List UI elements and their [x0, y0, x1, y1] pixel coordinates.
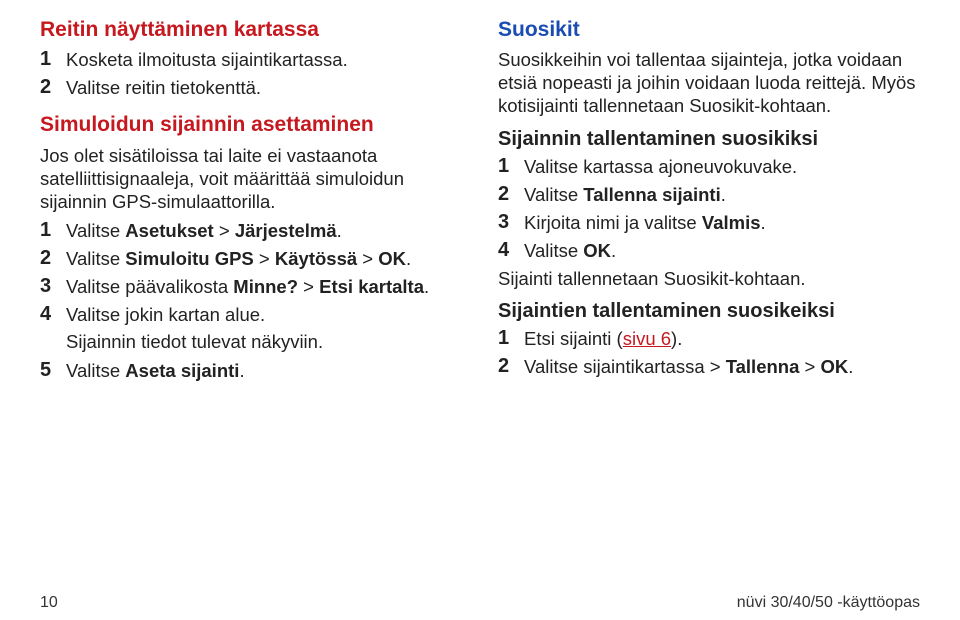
step-item: 3 Valitse päävalikosta Minne? > Etsi kar… [40, 275, 462, 298]
step-item: 4 Valitse jokin kartan alue. Sijainnin t… [40, 303, 462, 353]
t: Etsi sijainti ( [524, 328, 623, 349]
step-number: 3 [40, 275, 56, 298]
step-text: Valitse jokin kartan alue. Sijainnin tie… [66, 303, 323, 353]
section-heading: Reitin näyttäminen kartassa [40, 18, 462, 42]
section-heading: Suosikit [498, 18, 920, 42]
t-bold: Tallenna sijainti [583, 184, 720, 205]
t: Valitse jokin kartan alue. [66, 304, 265, 325]
step-number: 4 [498, 239, 514, 262]
section-intro: Jos olet sisätiloissa tai laite ei vasta… [40, 144, 462, 213]
step-number: 5 [40, 359, 56, 382]
step-item: 2 Valitse sijaintikartassa > Tallenna > … [498, 355, 920, 378]
step-item: 2 Valitse Tallenna sijainti. [498, 183, 920, 206]
t: Valitse [66, 360, 125, 381]
step-item: 4 Valitse OK. [498, 239, 920, 262]
step-item: 3 Kirjoita nimi ja valitse Valmis. [498, 211, 920, 234]
step-text: Valitse Simuloitu GPS > Käytössä > OK. [66, 247, 411, 270]
t: . [406, 248, 411, 269]
section-heading: Simuloidun sijainnin asettaminen [40, 113, 462, 137]
t: . [611, 240, 616, 261]
step-text: Valitse Tallenna sijainti. [524, 183, 726, 206]
outro-text: Sijainti tallennetaan Suosikit-kohtaan. [498, 267, 920, 290]
t-bold: Valmis [702, 212, 761, 233]
step-text: Kosketa ilmoitusta sijaintikartassa. [66, 48, 348, 71]
step-text: Valitse Asetukset > Järjestelmä. [66, 219, 342, 242]
step-item: 1 Valitse kartassa ajoneuvokuvake. [498, 155, 920, 178]
t: Valitse päävalikosta [66, 276, 233, 297]
step-item: 2 Valitse Simuloitu GPS > Käytössä > OK. [40, 247, 462, 270]
step-subtext: Sijainnin tiedot tulevat näkyviin. [66, 330, 323, 353]
page-number: 10 [40, 594, 58, 612]
t: . [721, 184, 726, 205]
left-column: Reitin näyttäminen kartassa 1 Kosketa il… [40, 16, 462, 586]
page-link[interactable]: sivu 6 [623, 328, 671, 349]
t: > [214, 220, 235, 241]
step-number: 2 [40, 76, 56, 99]
step-text: Valitse kartassa ajoneuvokuvake. [524, 155, 797, 178]
step-number: 2 [498, 183, 514, 206]
t-bold: Minne? [233, 276, 298, 297]
t: Valitse [66, 220, 125, 241]
step-number: 1 [40, 48, 56, 71]
t: ). [671, 328, 682, 349]
t: . [848, 356, 853, 377]
step-text: Valitse reitin tietokenttä. [66, 76, 261, 99]
t: > [298, 276, 319, 297]
step-text: Valitse Aseta sijainti. [66, 359, 245, 382]
page-root: Reitin näyttäminen kartassa 1 Kosketa il… [0, 0, 960, 620]
t: . [337, 220, 342, 241]
t: . [424, 276, 429, 297]
step-number: 1 [498, 327, 514, 350]
t: Kirjoita nimi ja valitse [524, 212, 702, 233]
step-text: Valitse OK. [524, 239, 616, 262]
steps-list: 1 Kosketa ilmoitusta sijaintikartassa. 2… [40, 48, 462, 99]
steps-list: 1 Valitse kartassa ajoneuvokuvake. 2 Val… [498, 155, 920, 263]
step-number: 2 [40, 247, 56, 270]
t: > [357, 248, 378, 269]
step-item: 1 Etsi sijainti (sivu 6). [498, 327, 920, 350]
page-footer: 10 nüvi 30/40/50 -käyttöopas [40, 586, 920, 612]
t: Valitse [66, 248, 125, 269]
steps-list: 1 Etsi sijainti (sivu 6). 2 Valitse sija… [498, 327, 920, 378]
t-bold: Asetukset [125, 220, 213, 241]
subsection-heading: Sijainnin tallentaminen suosikiksi [498, 128, 920, 151]
step-item: 1 Kosketa ilmoitusta sijaintikartassa. [40, 48, 462, 71]
t-bold: Aseta sijainti [125, 360, 239, 381]
t-bold: Järjestelmä [235, 220, 337, 241]
step-number: 3 [498, 211, 514, 234]
t: Valitse sijaintikartassa > [524, 356, 726, 377]
subsection-heading: Sijaintien tallentaminen suosikeiksi [498, 300, 920, 323]
step-text: Kirjoita nimi ja valitse Valmis. [524, 211, 766, 234]
right-column: Suosikit Suosikkeihin voi tallentaa sija… [498, 16, 920, 586]
t: Valitse [524, 184, 583, 205]
step-number: 1 [498, 155, 514, 178]
step-text: Etsi sijainti (sivu 6). [524, 327, 682, 350]
steps-list: 1 Valitse Asetukset > Järjestelmä. 2 Val… [40, 219, 462, 382]
t-bold: OK [378, 248, 406, 269]
t: . [761, 212, 766, 233]
step-text: Valitse sijaintikartassa > Tallenna > OK… [524, 355, 853, 378]
t: . [239, 360, 244, 381]
step-number: 1 [40, 219, 56, 242]
step-item: 5 Valitse Aseta sijainti. [40, 359, 462, 382]
t-bold: Tallenna [726, 356, 800, 377]
t-bold: OK [820, 356, 848, 377]
t-bold: Etsi kartalta [319, 276, 424, 297]
two-column-layout: Reitin näyttäminen kartassa 1 Kosketa il… [40, 16, 920, 586]
t-bold: OK [583, 240, 611, 261]
t-bold: Käytössä [275, 248, 357, 269]
step-text: Valitse päävalikosta Minne? > Etsi karta… [66, 275, 429, 298]
doc-title: nüvi 30/40/50 -käyttöopas [737, 594, 920, 612]
section-intro: Suosikkeihin voi tallentaa sijainteja, j… [498, 48, 920, 117]
t: > [799, 356, 820, 377]
step-item: 2 Valitse reitin tietokenttä. [40, 76, 462, 99]
step-number: 2 [498, 355, 514, 378]
step-item: 1 Valitse Asetukset > Järjestelmä. [40, 219, 462, 242]
t: Valitse [524, 240, 583, 261]
t-bold: Simuloitu GPS [125, 248, 253, 269]
step-number: 4 [40, 303, 56, 326]
t: > [254, 248, 275, 269]
